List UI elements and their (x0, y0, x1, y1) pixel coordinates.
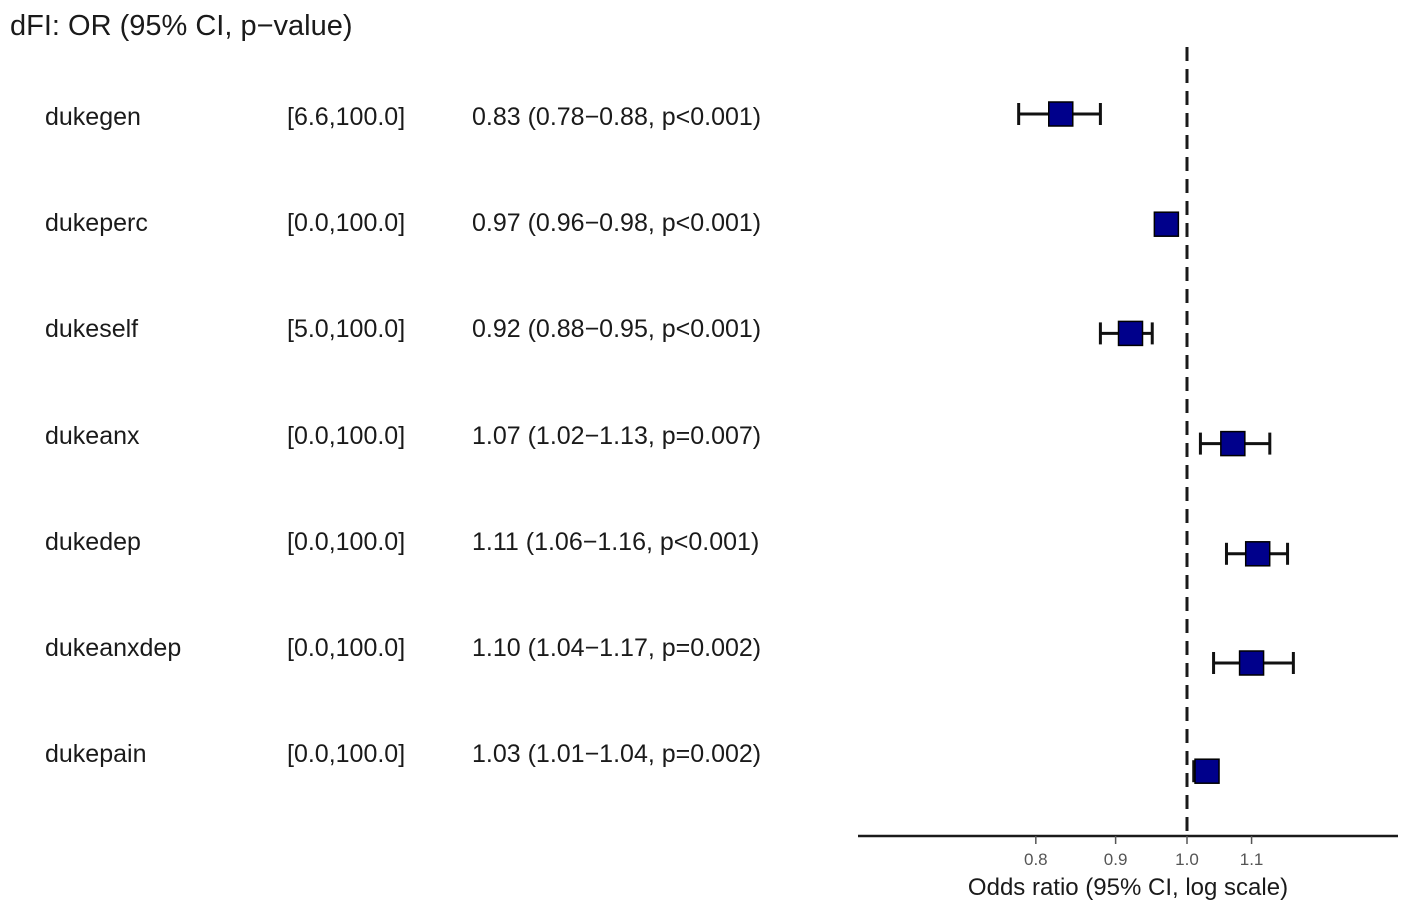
x-tick-label: 0.9 (1104, 850, 1128, 869)
x-tick-label: 1.0 (1175, 850, 1199, 869)
or-marker (1220, 430, 1246, 457)
or-marker (1048, 101, 1074, 127)
row-label: dukepain (45, 740, 147, 769)
row-label: dukegen (45, 103, 141, 131)
row-or-text: 1.10 (1.04−1.17, p=0.002) (472, 634, 762, 662)
row-range: [0.0,100.0] (287, 527, 406, 556)
row-or-text: 1.03 (1.01−1.04, p=0.002) (472, 740, 762, 769)
x-axis-title: Odds ratio (95% CI, log scale) (968, 874, 1288, 901)
row-or-text: 0.83 (0.78−0.88, p<0.001) (472, 103, 762, 131)
or-marker (1153, 211, 1180, 237)
x-tick-label: 0.8 (1024, 850, 1048, 869)
or-marker (1117, 320, 1144, 347)
or-marker (1194, 758, 1220, 784)
row-label: dukeself (45, 315, 139, 344)
row-range: [0.0,100.0] (287, 740, 406, 769)
x-tick-label: 1.1 (1240, 850, 1264, 869)
row-label: dukeanxdep (45, 634, 182, 662)
row-or-text: 0.97 (0.96−0.98, p<0.001) (472, 209, 762, 238)
row-range: [0.0,100.0] (287, 634, 406, 662)
row-or-text: 1.11 (1.06−1.16, p<0.001) (472, 527, 760, 556)
row-or-text: 0.92 (0.88−0.95, p<0.001) (472, 315, 762, 344)
row-range: [6.6,100.0] (287, 103, 406, 131)
row-range: [0.0,100.0] (287, 421, 406, 450)
row-range: [5.0,100.0] (287, 315, 406, 344)
or-marker (1238, 650, 1265, 676)
row-label: dukeanx (45, 421, 140, 450)
row-label: dukeperc (45, 209, 148, 238)
row-range: [0.0,100.0] (287, 209, 406, 238)
or-marker (1244, 541, 1271, 567)
row-label: dukedep (45, 527, 141, 556)
chart-title: dFI: OR (95% CI, p−value) (10, 10, 353, 42)
row-or-text: 1.07 (1.02−1.13, p=0.007) (472, 421, 762, 450)
